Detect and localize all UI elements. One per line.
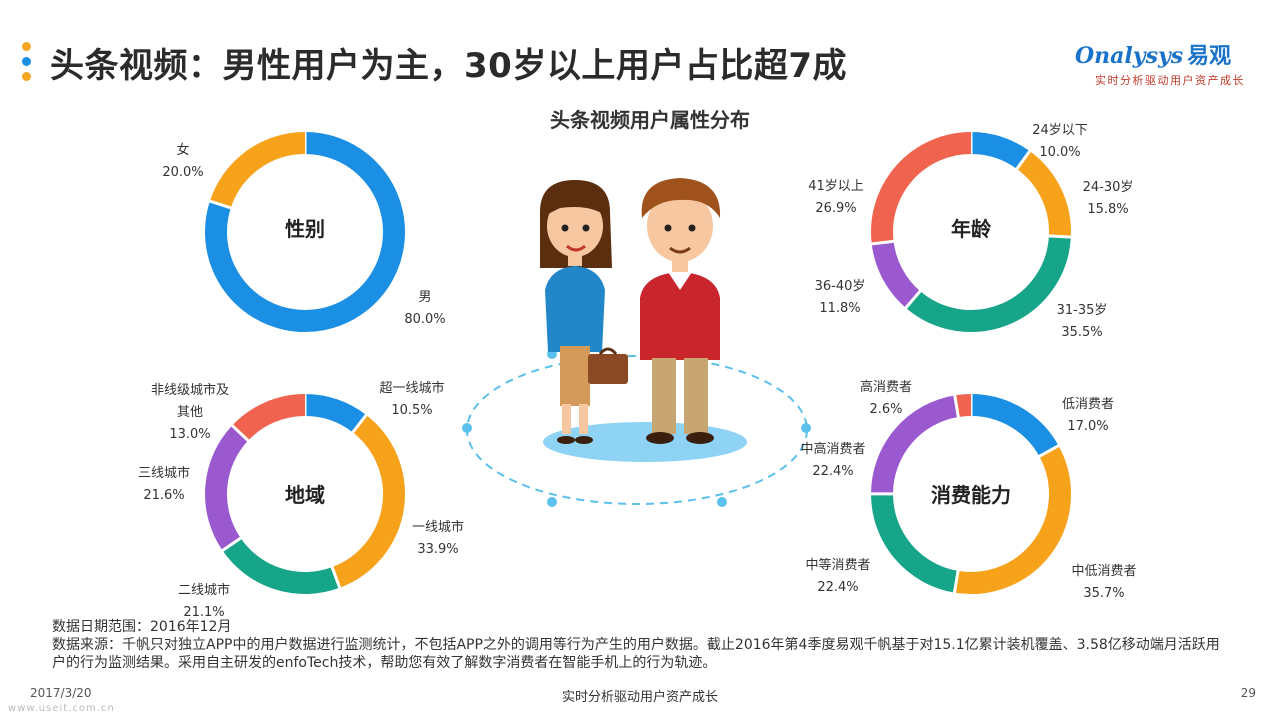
slice-separator xyxy=(230,423,250,443)
slice-label-age-31-35: 31-35岁 35.5% xyxy=(1056,303,1108,340)
slice-label-consumption-midlow: 中低消费者 35.7% xyxy=(1071,564,1137,601)
slice-label-region-tier1: 一线城市 33.9% xyxy=(411,520,464,557)
donut-slice xyxy=(870,493,959,593)
slice-label-consumption-midhigh: 中高消费者 22.4% xyxy=(800,442,866,479)
slice-label-region-tier0: 超一线城市 10.5% xyxy=(379,381,445,418)
slice-label-age-over41: 41岁以上 26.9% xyxy=(808,179,864,216)
data-source-note: 数据来源：千帆只对独立APP中的用户数据进行监测统计，不包括APP之外的调用等行… xyxy=(52,637,1220,671)
donut-slice xyxy=(954,394,972,418)
donut-slice xyxy=(871,132,972,244)
orbit-dot xyxy=(801,423,811,433)
donut-slice xyxy=(232,394,306,441)
slice-label-age-36-40: 36-40岁 11.8% xyxy=(814,279,866,316)
title-bullet-dots xyxy=(22,42,32,87)
logo-o-mark: O xyxy=(1075,43,1095,69)
slice-label-region-tier3: 三线城市 21.6% xyxy=(137,466,190,503)
slice-label-region-tier2: 二线城市 21.1% xyxy=(177,583,230,620)
donut-slice xyxy=(1016,151,1071,238)
donut-slice xyxy=(205,425,249,551)
orbit-dot xyxy=(547,497,557,507)
page-title: 头条视频：男性用户为主，30岁以上用户占比超7成 xyxy=(50,46,847,86)
man-figure xyxy=(640,178,721,444)
slice-label-consumption-mid: 中等消费者 22.4% xyxy=(805,558,871,595)
bullet-dot xyxy=(22,57,31,66)
slice-separator xyxy=(208,199,233,210)
bullet-dot xyxy=(22,72,31,81)
slice-label-region-other: 非线级城市及 其他 13.0% xyxy=(150,383,229,442)
donut-slice xyxy=(222,537,340,594)
region-center-label: 地域 xyxy=(285,483,325,507)
slice-separator xyxy=(1037,443,1061,459)
slice-separator xyxy=(1015,149,1032,171)
slice-separator xyxy=(350,413,369,435)
slice-separator xyxy=(870,239,895,246)
donut-slice xyxy=(954,445,1071,594)
donut-slice xyxy=(331,414,405,588)
bullet-dot xyxy=(22,42,31,51)
age-center-label: 年龄 xyxy=(951,217,991,241)
slice-separator xyxy=(952,569,960,594)
donut-slice xyxy=(871,395,959,495)
donut-slice xyxy=(970,132,1030,170)
footer-slogan: 实时分析驱动用户资产成长 xyxy=(561,690,718,705)
slice-separator xyxy=(220,536,243,553)
logo-brand: Onalysys 易观 xyxy=(1075,43,1232,69)
data-notes: 数据日期范围：2016年12月 数据来源：千帆只对独立APP中的用户数据进行监测… xyxy=(52,618,1232,672)
slice-label-consumption-high: 高消费者 2.6% xyxy=(859,380,912,417)
slice-separator xyxy=(1047,234,1072,239)
donut-slice xyxy=(209,132,306,209)
footer-url: www.useit.com.cn xyxy=(8,703,115,714)
page-number: 29 xyxy=(1240,686,1256,700)
slice-separator xyxy=(953,394,960,419)
date-range-note: 数据日期范围：2016年12月 xyxy=(52,619,232,635)
donut-slice xyxy=(970,394,1059,457)
orbit-dot xyxy=(462,423,472,433)
donut-slice xyxy=(905,235,1071,332)
footer-date: 2017/3/20 xyxy=(30,686,92,700)
slice-label-consumption-low: 低消费者 17.0% xyxy=(1061,397,1114,434)
slice-separator xyxy=(904,289,922,310)
orbit-dot xyxy=(717,497,727,507)
consumption-center-label: 消费能力 xyxy=(931,483,1011,507)
chart-title: 头条视频用户属性分布 xyxy=(550,108,750,132)
slice-label-male: 男 80.0% xyxy=(404,290,446,327)
analysys-logo: Onalysys 易观 实时分析驱动用户资产成长 xyxy=(1075,38,1245,88)
donut-slice xyxy=(205,132,405,332)
donut-slice xyxy=(304,394,367,433)
donut-slice xyxy=(871,240,921,308)
users-illustration xyxy=(462,178,811,507)
gender-center-label: 性别 xyxy=(285,217,325,241)
slice-separator xyxy=(330,565,342,590)
slice-label-age-under24: 24岁以下 10.0% xyxy=(1032,123,1088,160)
slice-label-female: 女 20.0% xyxy=(162,143,204,180)
slice-label-age-24-30: 24-30岁 15.8% xyxy=(1082,180,1134,217)
woman-figure xyxy=(540,180,628,444)
logo-slogan: 实时分析驱动用户资产成长 xyxy=(1095,74,1245,87)
